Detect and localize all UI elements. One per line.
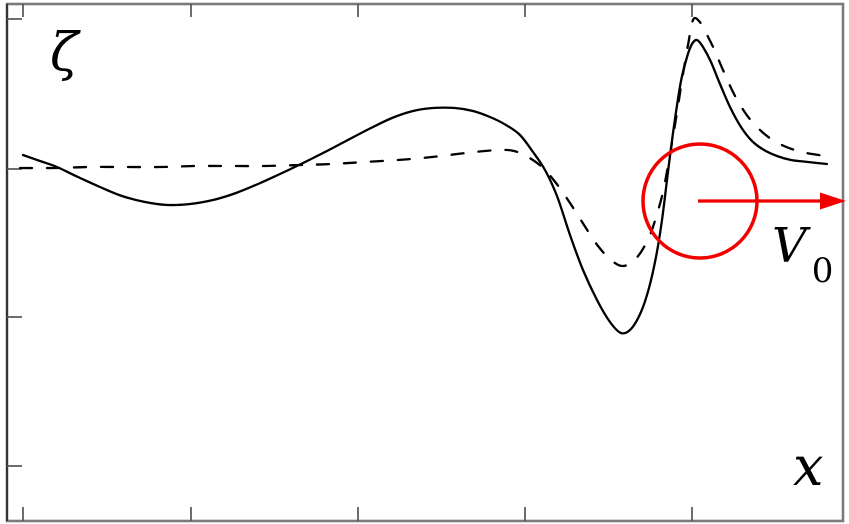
velocity-label-v: V: [772, 218, 811, 274]
zeta-axis-label: ζ: [50, 23, 81, 83]
velocity-label-subscript: 0: [812, 251, 834, 291]
surface-elevation-dashed-curve: [18, 16, 828, 268]
plot-generated-layer: [5, 2, 846, 523]
surface-elevation-solid-curve: [21, 38, 829, 335]
plot-frame: [5, 2, 845, 523]
velocity-label: V 0: [772, 218, 833, 291]
x-axis-label: x: [793, 435, 823, 498]
velocity-arrow-head: [820, 192, 846, 210]
